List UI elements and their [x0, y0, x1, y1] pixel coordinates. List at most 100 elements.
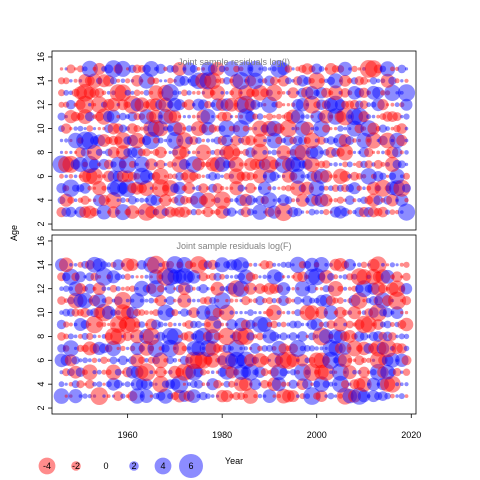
bubble	[357, 262, 362, 268]
bubble	[210, 138, 215, 143]
bubble	[267, 358, 272, 362]
bubble	[59, 193, 73, 207]
bubble	[187, 114, 192, 119]
legend-label: 0	[103, 461, 108, 471]
bubble	[163, 358, 168, 363]
bubble	[102, 394, 106, 398]
bubble	[213, 292, 231, 309]
bubble	[147, 280, 165, 298]
bubble	[282, 389, 295, 403]
bubble	[240, 135, 251, 146]
bubble	[325, 63, 337, 75]
bubble	[186, 389, 201, 403]
bubble	[262, 66, 268, 72]
bubble	[71, 308, 80, 317]
bubble	[285, 77, 292, 85]
bubble	[206, 186, 210, 191]
bubble	[333, 137, 339, 144]
bubble	[291, 79, 295, 83]
bubble	[376, 78, 381, 84]
bubble	[234, 210, 238, 214]
bubble	[363, 207, 374, 218]
bubble	[360, 168, 377, 185]
bubble	[166, 161, 174, 168]
bubble	[96, 369, 102, 375]
bubble	[92, 258, 107, 272]
bubble	[161, 268, 179, 286]
bubble	[323, 137, 330, 144]
bubble	[143, 120, 160, 137]
bubble	[345, 195, 355, 205]
bubble	[248, 298, 253, 303]
bubble	[168, 365, 182, 379]
bubble	[69, 365, 82, 379]
bubble	[251, 88, 260, 97]
bubble	[378, 284, 388, 294]
bubble	[282, 311, 286, 315]
bubble	[279, 120, 297, 138]
bubble	[298, 261, 307, 269]
bubble	[399, 90, 404, 95]
bubble	[168, 110, 182, 123]
bubble	[178, 115, 182, 119]
bubble	[75, 367, 86, 378]
bubble	[385, 162, 390, 167]
bubble	[135, 263, 139, 267]
bubble	[232, 120, 250, 138]
bubble	[327, 392, 335, 400]
bubble	[258, 67, 262, 71]
bubble	[92, 293, 107, 308]
bubble	[182, 322, 187, 327]
bubble	[92, 198, 97, 202]
bubble	[328, 333, 334, 339]
bubble	[129, 345, 136, 352]
bubble	[97, 126, 102, 131]
bubble	[163, 66, 168, 72]
bubble	[167, 77, 174, 84]
bubble	[384, 392, 391, 400]
bubble	[401, 355, 412, 366]
bubble	[96, 381, 103, 388]
bubble	[198, 183, 209, 194]
bubble	[93, 306, 106, 319]
bubble	[271, 298, 277, 304]
bubble	[80, 148, 90, 157]
bubble	[272, 114, 277, 119]
bubble	[343, 322, 347, 327]
bubble	[337, 144, 354, 161]
bubble	[217, 351, 236, 370]
bubble	[117, 99, 129, 111]
bubble	[354, 123, 365, 134]
bubble	[395, 193, 409, 207]
bubble	[332, 297, 339, 304]
bubble	[343, 299, 347, 303]
y-tick-label: 16	[36, 236, 46, 246]
bubble	[133, 89, 141, 97]
bubble	[200, 192, 216, 208]
bubble	[186, 341, 202, 356]
bubble	[109, 356, 118, 365]
bubble	[368, 331, 379, 342]
bubble	[93, 194, 106, 207]
bubble	[63, 321, 70, 328]
bubble	[332, 357, 339, 364]
bubble	[66, 99, 76, 110]
bubble	[283, 111, 294, 122]
bubble	[194, 379, 203, 389]
bubble	[194, 320, 203, 329]
bubble	[83, 275, 87, 279]
bubble	[196, 150, 201, 155]
bubble	[351, 333, 358, 340]
bubble	[341, 380, 350, 389]
bubble	[262, 297, 268, 304]
bubble	[131, 146, 144, 159]
bubble	[299, 304, 316, 321]
bubble	[62, 179, 80, 197]
bubble	[267, 370, 272, 375]
bubble	[347, 114, 353, 119]
bubble	[324, 262, 329, 267]
bubble	[220, 98, 234, 112]
bubble	[365, 297, 372, 304]
bubble	[232, 72, 250, 90]
bubble	[267, 186, 272, 191]
